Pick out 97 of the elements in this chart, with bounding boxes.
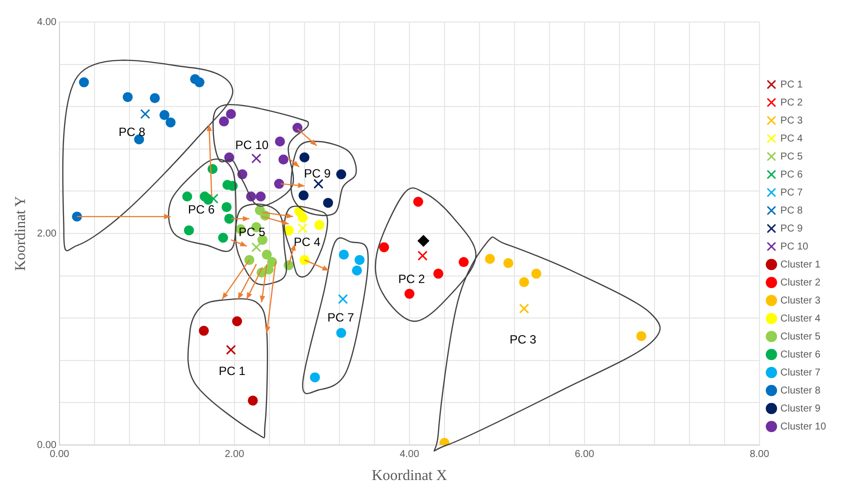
- point: [354, 254, 365, 265]
- x-axis-title: Koordinat X: [372, 468, 448, 484]
- point: [194, 77, 204, 88]
- point: [218, 232, 228, 243]
- point: [379, 242, 390, 252]
- y-tick-label: 2.00: [36, 228, 57, 240]
- point: [531, 268, 542, 279]
- annotation: PC 5: [238, 224, 266, 239]
- x-tick-label: 8.00: [750, 448, 770, 460]
- point: [182, 191, 192, 202]
- point: [458, 257, 469, 268]
- legend-label: PC 4: [780, 133, 804, 144]
- annotation: PC 2: [398, 272, 426, 286]
- x-tick-label: 6.00: [574, 448, 595, 460]
- legend-label: Cluster 3: [780, 295, 821, 306]
- point: [336, 169, 346, 180]
- point: [274, 178, 284, 189]
- x-tick-label: 2.00: [224, 448, 245, 460]
- point: [298, 190, 309, 200]
- legend-label: PC 1: [780, 79, 804, 90]
- legend-label: Cluster 6: [780, 349, 821, 360]
- annotation: PC 9: [304, 166, 332, 181]
- point: [208, 194, 218, 204]
- point: [503, 258, 514, 268]
- legend-label: PC 6: [780, 169, 804, 180]
- legend-label: PC 9: [780, 223, 804, 234]
- annotation: PC 7: [327, 310, 354, 324]
- point: [336, 328, 346, 338]
- legend-label: PC 2: [780, 97, 804, 108]
- annotation: PC 4: [294, 235, 321, 250]
- point: [418, 250, 428, 261]
- legend-label: PC 10: [780, 241, 809, 252]
- point: [417, 234, 430, 247]
- point: [323, 198, 334, 208]
- point: [292, 122, 302, 133]
- legend-label: Cluster 7: [780, 367, 821, 378]
- x-tick-label: 0.00: [50, 448, 70, 460]
- annotation: PC 8: [118, 125, 146, 140]
- annotation: PC 1: [218, 364, 246, 378]
- legend-label: Cluster 5: [780, 331, 821, 342]
- legend-label: Cluster 10: [780, 421, 826, 432]
- point: [251, 153, 262, 164]
- point: [122, 92, 133, 102]
- point: [244, 254, 254, 265]
- point: [256, 191, 266, 202]
- point: [224, 214, 234, 224]
- point: [166, 117, 176, 128]
- point: [636, 331, 646, 342]
- annotation: PC 6: [188, 202, 216, 216]
- point: [298, 212, 308, 223]
- x-tick-label: 4.00: [400, 448, 420, 460]
- point: [232, 316, 242, 326]
- point: [299, 254, 310, 265]
- y-tick-label: 4.00: [36, 16, 57, 28]
- point: [198, 326, 209, 336]
- point: [404, 288, 414, 299]
- legend-label: PC 3: [780, 115, 804, 126]
- point: [78, 77, 89, 88]
- legend-label: PC 5: [780, 151, 804, 162]
- point: [314, 220, 324, 230]
- point: [338, 294, 348, 304]
- point: [274, 136, 285, 146]
- point: [218, 116, 229, 126]
- annotation: PC 3: [510, 332, 537, 346]
- point: [184, 225, 194, 236]
- point: [338, 250, 349, 260]
- legend-label: Cluster 9: [780, 403, 821, 414]
- y-axis-title: Koordinat Y: [12, 196, 29, 271]
- legend-label: Cluster 1: [780, 259, 821, 270]
- point: [352, 266, 362, 276]
- point: [150, 93, 160, 104]
- point: [140, 109, 150, 119]
- point: [278, 154, 288, 164]
- point: [299, 152, 310, 162]
- point: [262, 250, 272, 260]
- annotation: PC 10: [235, 138, 269, 152]
- legend-label: Cluster 4: [780, 313, 821, 324]
- point: [248, 396, 258, 406]
- point: [519, 277, 530, 288]
- point: [72, 212, 82, 222]
- point: [519, 304, 530, 314]
- legend-label: PC 7: [780, 187, 804, 198]
- point: [310, 372, 320, 382]
- point: [298, 223, 308, 234]
- point: [313, 178, 324, 189]
- point: [226, 109, 236, 120]
- y-tick-label: 0.00: [36, 440, 57, 451]
- point: [484, 254, 495, 264]
- point: [251, 242, 262, 252]
- legend-label: Cluster 8: [780, 385, 821, 396]
- point: [433, 268, 444, 279]
- point: [226, 344, 236, 355]
- point: [413, 196, 424, 207]
- point: [159, 110, 170, 120]
- point: [222, 202, 232, 212]
- legend-label: Cluster 2: [780, 277, 821, 288]
- legend-label: PC 8: [780, 205, 804, 216]
